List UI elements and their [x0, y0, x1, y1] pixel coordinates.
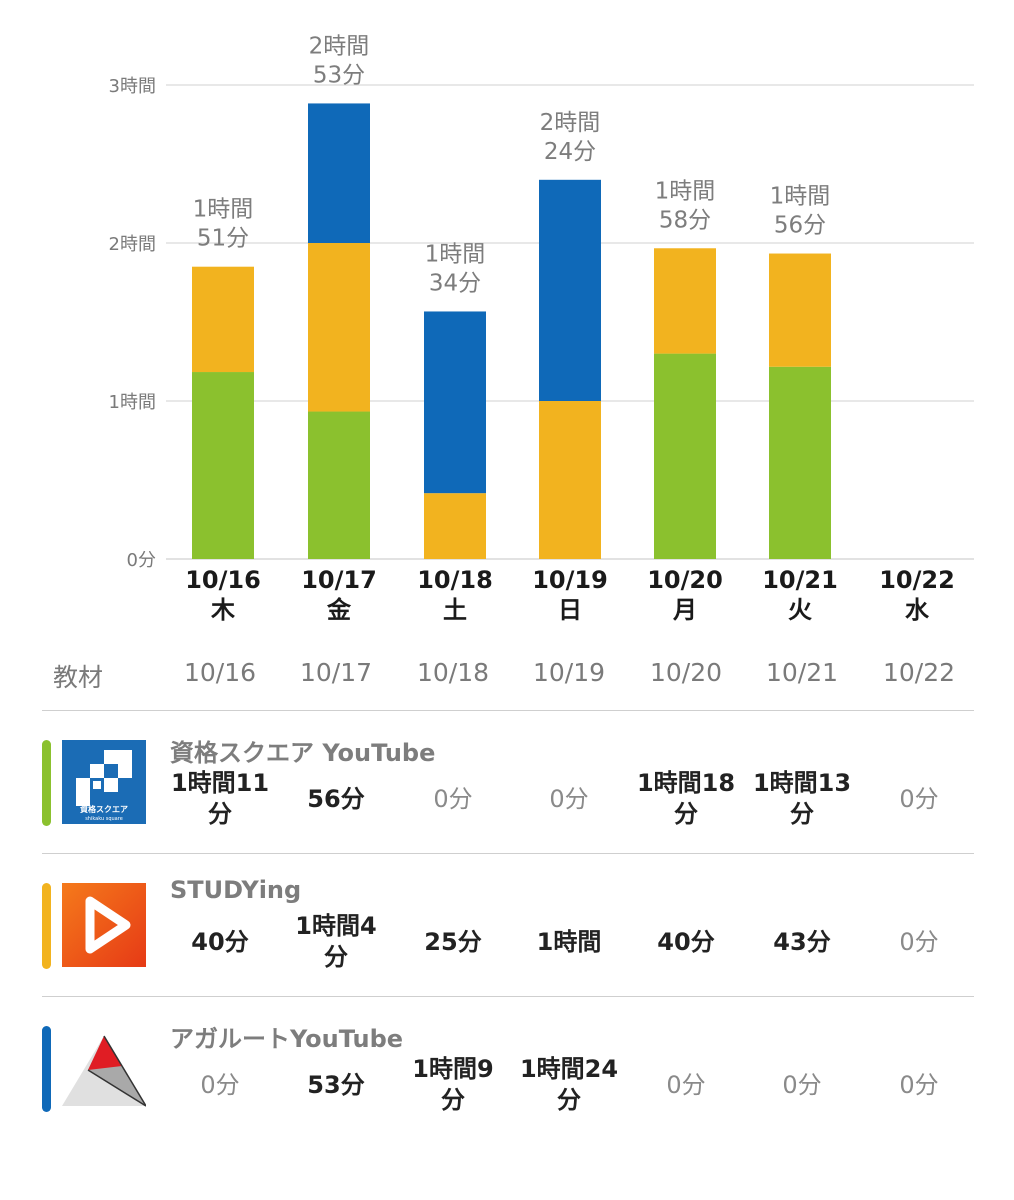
time-value: 40分: [191, 928, 249, 956]
time-value: 1時間11 分: [170, 769, 270, 828]
bar-total-label: 34分: [429, 270, 481, 296]
x-tick-weekday: 土: [443, 596, 467, 624]
x-tick-weekday: 月: [672, 596, 697, 624]
y-tick-label: 3時間: [109, 76, 156, 97]
x-tick-weekday: 日: [558, 596, 582, 624]
x-tick-weekday: 木: [210, 596, 236, 624]
header-date: 10/16: [183, 658, 257, 687]
material-row-agaroot[interactable]: アガルートYouTube 0分 53分 1時間9 分 1時間24 分 0分 0分 0分: [42, 996, 974, 1140]
bar-total-label: 1時間: [770, 184, 831, 210]
table-header: 教材 10/16 10/17 10/18 10/19 10/20 10/21 1…: [42, 640, 974, 710]
row-color-marker: [42, 740, 51, 826]
bar-segment: [654, 353, 716, 559]
time-value: 1時間13 分: [752, 769, 852, 828]
header-date: 10/17: [299, 658, 373, 687]
material-row-shikaku-square[interactable]: 資格スクエア shikaku square 資格スクエア YouTube 1時間…: [42, 710, 974, 854]
time-value: 0分: [899, 785, 939, 813]
bar-segment: [769, 253, 831, 367]
x-tick-date: 10/20: [647, 566, 723, 594]
y-tick-label: 1時間: [109, 392, 156, 413]
material-name: アガルートYouTube: [170, 1025, 404, 1053]
bar-segment: [308, 103, 370, 243]
time-value: 0分: [782, 1071, 822, 1099]
agaroot-triangle-logo: [62, 1035, 146, 1107]
x-tick-date: 10/16: [185, 566, 261, 594]
x-tick-date: 10/18: [417, 566, 493, 594]
time-value: 1時間24 分: [519, 1055, 619, 1114]
x-tick-date: 10/22: [879, 566, 955, 594]
time-value: 25分: [424, 928, 482, 956]
bar-segment: [539, 179, 601, 401]
header-date: 10/20: [649, 658, 723, 687]
time-value: 0分: [899, 1071, 939, 1099]
time-value: 0分: [433, 785, 473, 813]
y-tick-label: 0分: [127, 550, 156, 571]
row-color-marker: [42, 883, 51, 969]
bar-total-label: 24分: [544, 139, 596, 165]
y-tick-label: 2時間: [109, 234, 156, 255]
bar-total-label: 51分: [197, 226, 249, 252]
x-tick-date: 10/21: [762, 566, 838, 594]
time-value: 0分: [899, 928, 939, 956]
bar-total-label: 56分: [774, 213, 826, 239]
header-date: 10/21: [765, 658, 839, 687]
bar-segment: [192, 266, 254, 373]
material-name: STUDYing: [170, 876, 302, 904]
time-value: 1時間: [536, 928, 602, 956]
header-date: 10/18: [416, 658, 490, 687]
header-date: 10/19: [532, 658, 606, 687]
study-time-chart: 0分 1時間 2時間 3時間 1時間 51分 10/16木 2時間 53分 10/17金 1時間 34…: [109, 33, 974, 624]
x-tick-date: 10/17: [301, 566, 377, 594]
time-value: 56分: [307, 785, 365, 813]
time-value: 0分: [200, 1071, 240, 1099]
time-value: 0分: [666, 1071, 706, 1099]
time-value: 1時間4 分: [295, 912, 377, 971]
row-color-marker: [42, 1026, 51, 1112]
bar-segment: [308, 243, 370, 412]
time-value: 40分: [657, 928, 715, 956]
bar-total-label: 2時間: [309, 33, 370, 59]
bar-segment: [424, 493, 486, 559]
material-name: 資格スクエア YouTube: [170, 739, 436, 767]
bar-total-label: 1時間: [193, 197, 254, 223]
studying-play-logo: [62, 883, 146, 967]
time-value: 1時間9 分: [412, 1055, 494, 1114]
logo-subtext: shikaku square: [85, 816, 123, 822]
time-value: 53分: [307, 1071, 365, 1099]
x-tick-weekday: 火: [788, 596, 812, 624]
header-date: 10/22: [882, 658, 956, 687]
x-tick-weekday: 金: [326, 596, 352, 624]
bar-total-label: 1時間: [655, 178, 716, 204]
bar-total-label: 53分: [313, 62, 365, 88]
time-value: 0分: [549, 785, 589, 813]
time-value: 43分: [773, 928, 831, 956]
bar-segment: [192, 372, 254, 559]
bar-total-label: 58分: [659, 207, 711, 233]
x-tick-date: 10/19: [532, 566, 608, 594]
bar-segment: [424, 311, 486, 494]
bar-segment: [539, 401, 601, 559]
bar-segment: [654, 248, 716, 354]
time-value: 1時間18 分: [636, 769, 736, 828]
bar-total-label: 1時間: [425, 241, 486, 267]
bar-total-label: 2時間: [540, 110, 601, 136]
logo-text: 資格スクエア: [80, 804, 128, 814]
shikaku-square-logo: 資格スクエア shikaku square: [62, 740, 146, 824]
bar-segment: [769, 366, 831, 559]
bar-segment: [308, 411, 370, 559]
material-row-studying[interactable]: STUDYing 40分 1時間4 分 25分 1時間 40分 43分 0分: [42, 853, 974, 997]
x-tick-weekday: 水: [905, 596, 930, 624]
header-label: 教材: [52, 663, 103, 692]
